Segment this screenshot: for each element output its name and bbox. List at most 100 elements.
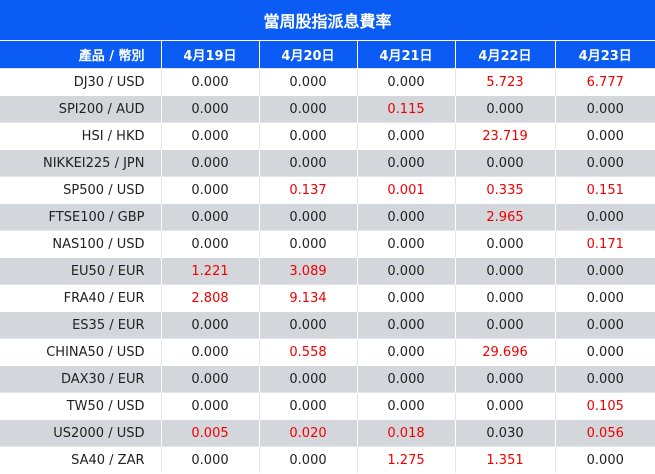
table-title: 當周股指派息費率 (0, 0, 655, 40)
product-cell: EU50 / EUR (0, 257, 161, 285)
table-row: NAS100 / USD 0.000 0.000 0.000 0.000 0.171 (0, 230, 655, 258)
table-row: FTSE100 / GBP 0.000 0.000 0.000 2.965 0.000 (0, 203, 655, 231)
rate-cell: 0.018 (356, 419, 455, 447)
rate-cell: 0.000 (160, 149, 259, 177)
rate-cell: 6.777 (554, 68, 655, 96)
rate-cell: 0.000 (356, 311, 455, 339)
rate-cell: 0.000 (258, 203, 357, 231)
rate-cell: 0.000 (160, 338, 259, 366)
rate-cell: 5.723 (454, 68, 555, 96)
rate-cell: 0.000 (160, 365, 259, 393)
rate-cell: 0.000 (160, 203, 259, 231)
product-cell: NAS100 / USD (0, 230, 161, 258)
rate-cell: 0.000 (160, 176, 259, 204)
rate-cell: 29.696 (454, 338, 555, 366)
rate-cell: 0.000 (160, 122, 259, 150)
header-date: 4月22日 (454, 40, 555, 69)
header-row: 產品 / 幣別 4月19日 4月20日 4月21日 4月22日 4月23日 (0, 40, 655, 69)
rate-cell: 0.000 (454, 230, 555, 258)
table-row: ES35 / EUR 0.000 0.000 0.000 0.000 0.000 (0, 311, 655, 339)
table-row: HSI / HKD 0.000 0.000 0.000 23.719 0.000 (0, 122, 655, 150)
rate-cell: 0.000 (160, 68, 259, 96)
rate-cell: 0.000 (258, 230, 357, 258)
product-cell: DAX30 / EUR (0, 365, 161, 393)
rate-cell: 0.000 (554, 203, 655, 231)
rate-cell: 2.808 (160, 284, 259, 312)
rate-cell: 0.000 (160, 446, 259, 473)
table-row: SA40 / ZAR 0.000 0.000 1.275 1.351 0.000 (0, 446, 655, 473)
rate-cell: 0.000 (356, 203, 455, 231)
rate-cell: 0.137 (258, 176, 357, 204)
header-date: 4月19日 (160, 40, 259, 69)
product-cell: HSI / HKD (0, 122, 161, 150)
product-cell: US2000 / USD (0, 419, 161, 447)
rate-cell: 0.000 (356, 149, 455, 177)
table-body: DJ30 / USD 0.000 0.000 0.000 5.723 6.777 SPI20… (0, 68, 655, 473)
table-row: SP500 / USD 0.000 0.137 0.001 0.335 0.151 (0, 176, 655, 204)
table-row: SPI200 / AUD 0.000 0.000 0.115 0.000 0.000 (0, 95, 655, 123)
rate-cell: 0.000 (160, 392, 259, 420)
rate-cell: 0.000 (356, 68, 455, 96)
rate-cell: 0.000 (454, 257, 555, 285)
rate-cell: 0.000 (356, 284, 455, 312)
rate-cell: 0.000 (454, 284, 555, 312)
rate-cell: 0.000 (554, 311, 655, 339)
rate-cell: 0.000 (356, 338, 455, 366)
rate-cell: 0.558 (258, 338, 357, 366)
rate-cell: 0.020 (258, 419, 357, 447)
rate-cell: 0.000 (554, 257, 655, 285)
rate-cell: 0.000 (454, 365, 555, 393)
product-cell: CHINA50 / USD (0, 338, 161, 366)
product-cell: NIKKEI225 / JPN (0, 149, 161, 177)
rate-cell: 0.000 (356, 257, 455, 285)
table-row: FRA40 / EUR 2.808 9.134 0.000 0.000 0.000 (0, 284, 655, 312)
rate-cell: 0.000 (258, 149, 357, 177)
product-cell: FTSE100 / GBP (0, 203, 161, 231)
dividend-rates-table: 產品 / 幣別 4月19日 4月20日 4月21日 4月22日 4月23日 DJ… (0, 40, 655, 473)
rate-cell: 3.089 (258, 257, 357, 285)
product-cell: TW50 / USD (0, 392, 161, 420)
rate-cell: 9.134 (258, 284, 357, 312)
header-product: 產品 / 幣別 (0, 40, 161, 69)
table-row: DAX30 / EUR 0.000 0.000 0.000 0.000 0.000 (0, 365, 655, 393)
rate-cell: 0.056 (554, 419, 655, 447)
rate-cell: 2.965 (454, 203, 555, 231)
rate-cell: 23.719 (454, 122, 555, 150)
rate-cell: 0.000 (160, 95, 259, 123)
table-row: CHINA50 / USD 0.000 0.558 0.000 29.696 0.000 (0, 338, 655, 366)
table-row: US2000 / USD 0.005 0.020 0.018 0.030 0.056 (0, 419, 655, 447)
rate-cell: 0.000 (258, 122, 357, 150)
header-date: 4月23日 (554, 40, 655, 69)
rate-cell: 1.275 (356, 446, 455, 473)
rate-cell: 0.000 (554, 122, 655, 150)
rate-cell: 0.105 (554, 392, 655, 420)
table-row: EU50 / EUR 1.221 3.089 0.000 0.000 0.000 (0, 257, 655, 285)
rate-cell: 0.000 (258, 311, 357, 339)
rate-cell: 0.171 (554, 230, 655, 258)
rate-cell: 1.351 (454, 446, 555, 473)
rate-cell: 0.000 (356, 122, 455, 150)
rate-cell: 0.000 (454, 311, 555, 339)
rate-cell: 0.000 (160, 311, 259, 339)
table-row: TW50 / USD 0.000 0.000 0.000 0.000 0.105 (0, 392, 655, 420)
rate-cell: 0.000 (554, 284, 655, 312)
rate-cell: 0.000 (454, 95, 555, 123)
product-cell: SA40 / ZAR (0, 446, 161, 473)
product-cell: SP500 / USD (0, 176, 161, 204)
rate-cell: 1.221 (160, 257, 259, 285)
rate-cell: 0.000 (554, 95, 655, 123)
rate-cell: 0.000 (554, 149, 655, 177)
header-date: 4月20日 (258, 40, 357, 69)
header-date: 4月21日 (356, 40, 455, 69)
rate-cell: 0.001 (356, 176, 455, 204)
table-header: 產品 / 幣別 4月19日 4月20日 4月21日 4月22日 4月23日 (0, 40, 655, 69)
rate-cell: 0.000 (554, 365, 655, 393)
product-cell: FRA40 / EUR (0, 284, 161, 312)
rate-cell: 0.115 (356, 95, 455, 123)
rate-cell: 0.000 (554, 338, 655, 366)
product-cell: ES35 / EUR (0, 311, 161, 339)
rate-cell: 0.000 (554, 446, 655, 473)
rate-cell: 0.000 (160, 230, 259, 258)
rate-cell: 0.030 (454, 419, 555, 447)
